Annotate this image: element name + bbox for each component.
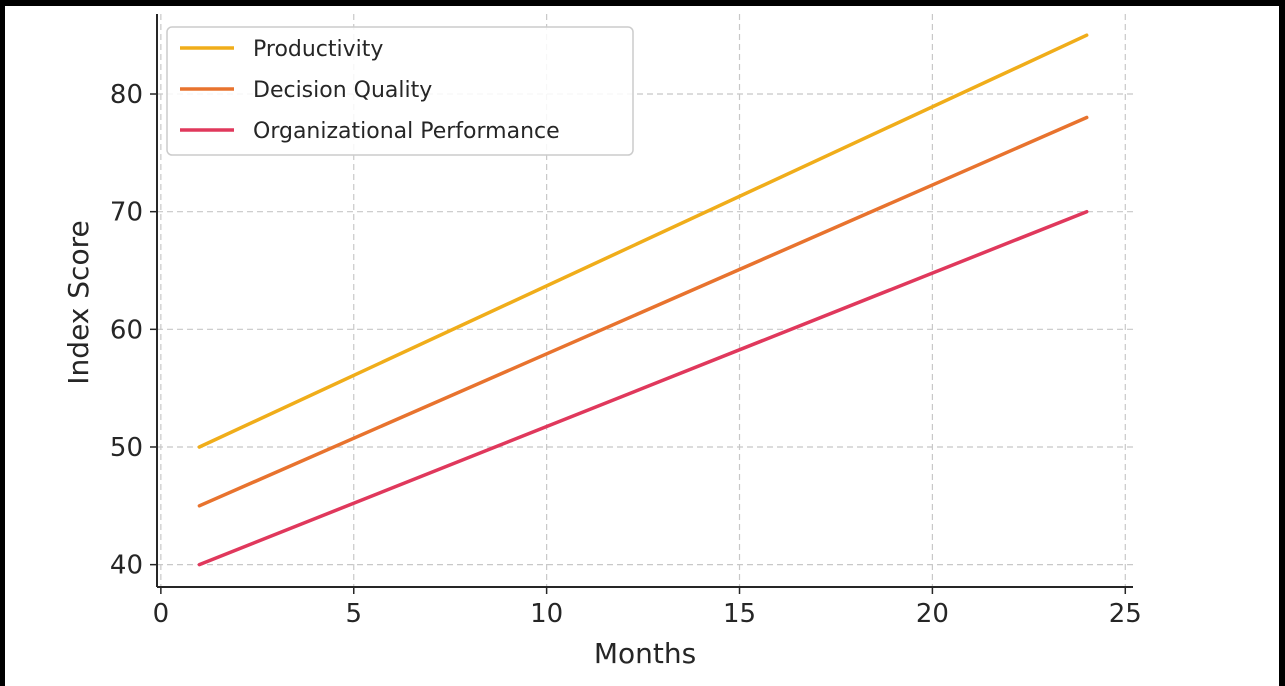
y-tick-label: 80 bbox=[110, 80, 143, 110]
legend: Productivity Decision Quality Organization… bbox=[166, 26, 634, 156]
legend-label: Organizational Performance bbox=[253, 119, 560, 144]
x-tick-label: 15 bbox=[723, 599, 756, 629]
x-axis-ticks: 0 5 10 15 20 25 bbox=[153, 587, 1142, 629]
series-lines bbox=[197, 33, 1089, 567]
legend-box bbox=[166, 26, 634, 156]
y-tick-label: 70 bbox=[110, 198, 143, 228]
series-line bbox=[197, 115, 1089, 508]
y-tick-label: 60 bbox=[110, 315, 143, 345]
axes bbox=[156, 14, 1133, 588]
x-tick-label: 25 bbox=[1109, 599, 1142, 629]
legend-label: Decision Quality bbox=[253, 78, 432, 103]
x-tick-label: 0 bbox=[153, 599, 170, 629]
series-line bbox=[197, 33, 1089, 449]
x-tick-label: 10 bbox=[530, 599, 563, 629]
y-tick-label: 40 bbox=[110, 551, 143, 581]
y-tick-label: 50 bbox=[110, 433, 143, 463]
legend-label: Productivity bbox=[253, 37, 383, 62]
x-tick-label: 20 bbox=[916, 599, 949, 629]
x-tick-label: 5 bbox=[345, 599, 362, 629]
y-axis-label: Index Score bbox=[62, 220, 95, 384]
y-axis-ticks: 40 50 60 70 80 bbox=[110, 80, 157, 581]
x-axis-label: Months bbox=[594, 637, 696, 670]
series-line bbox=[197, 209, 1089, 567]
